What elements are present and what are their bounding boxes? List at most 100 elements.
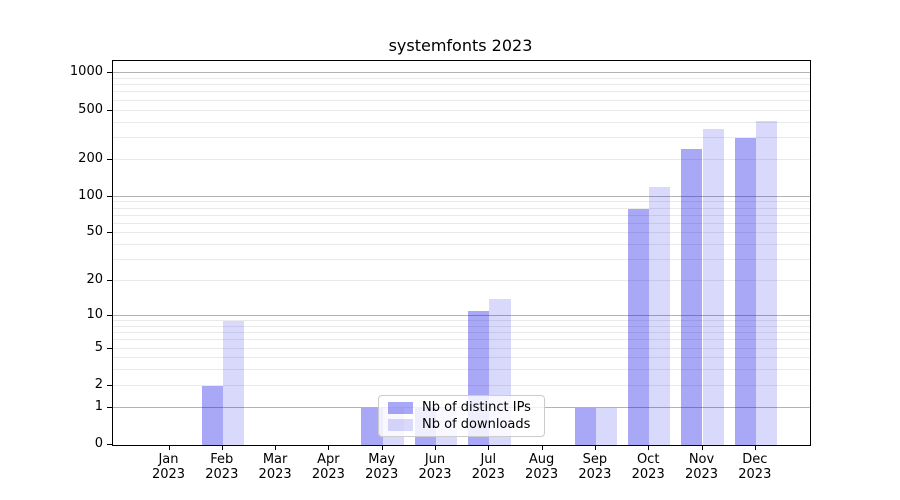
x-tick-year: 2023: [738, 467, 772, 482]
y-tick-mark: [107, 232, 112, 234]
y-tick-label: 5: [94, 339, 103, 355]
x-tick-mark: [701, 445, 703, 450]
y-tick-mark: [107, 314, 112, 316]
minor-gridline: [113, 347, 810, 349]
x-tick-year: 2023: [578, 467, 612, 482]
minor-gridline: [113, 339, 810, 341]
x-tick-month: Jun: [424, 452, 446, 467]
bar-ips-nov: [681, 148, 703, 445]
minor-gridline: [113, 109, 810, 111]
x-tick-label: Jul 2023: [462, 452, 515, 482]
minor-gridline: [113, 222, 810, 224]
legend-swatch-downloads-icon: [388, 418, 413, 431]
minor-gridline: [113, 91, 810, 93]
x-tick-month: Aug: [528, 452, 555, 467]
x-tick-month: Jul: [480, 452, 497, 467]
y-tick-mark: [107, 195, 112, 197]
legend-label-distinct-ips: Nb of distinct IPs: [422, 400, 531, 415]
minor-gridline: [113, 77, 810, 79]
minor-gridline: [113, 232, 810, 234]
x-tick-mark: [488, 445, 490, 450]
minor-gridline: [113, 201, 810, 203]
x-tick-mark: [168, 445, 170, 450]
bar-ips-dec: [734, 137, 756, 445]
x-tick-year: 2023: [311, 467, 345, 482]
y-tick-mark: [107, 158, 112, 160]
x-tick-month: Sep: [582, 452, 608, 467]
x-tick-label: Nov 2023: [675, 452, 728, 482]
minor-gridline: [113, 332, 810, 334]
bar-downloads-dec: [755, 120, 778, 445]
y-tick-label: 1: [94, 398, 103, 414]
minor-gridline: [113, 136, 810, 138]
x-tick-mark: [275, 445, 277, 450]
minor-gridline: [113, 99, 810, 101]
minor-gridline: [113, 244, 810, 246]
x-tick-mark: [435, 445, 436, 450]
bar-ips-may: [361, 407, 383, 445]
minor-gridline: [113, 325, 810, 327]
minor-gridline: [113, 158, 810, 160]
x-tick-year: 2023: [525, 467, 559, 482]
x-tick-month: Feb: [210, 452, 234, 467]
y-tick-label: 500: [78, 101, 103, 117]
x-tick-label: Dec 2023: [728, 452, 781, 482]
x-tick-month: Jan: [158, 452, 179, 467]
x-tick-month: Oct: [636, 452, 660, 467]
x-tick-mark: [541, 445, 543, 450]
x-tick-month: Mar: [262, 452, 288, 467]
major-gridline: [113, 315, 810, 316]
x-tick-mark: [328, 445, 330, 450]
y-tick-label: 2: [94, 376, 103, 392]
minor-gridline: [113, 320, 810, 322]
bar-ips-feb: [201, 385, 223, 445]
x-tick-label: Feb 2023: [195, 452, 248, 482]
y-tick-mark: [107, 72, 112, 74]
y-tick-mark: [107, 384, 112, 386]
minor-gridline: [113, 214, 810, 216]
x-tick-label: Apr 2023: [302, 452, 355, 482]
legend-label-downloads: Nb of downloads: [422, 417, 531, 432]
major-gridline: [113, 72, 810, 74]
minor-gridline: [113, 121, 810, 123]
bar-downloads-oct: [649, 187, 671, 445]
y-tick-label: 20: [86, 272, 103, 288]
plot-area: [112, 60, 811, 446]
minor-gridline: [113, 384, 810, 386]
y-tick-mark: [107, 280, 112, 282]
x-tick-year: 2023: [684, 467, 719, 482]
y-tick-label: 200: [78, 150, 103, 166]
minor-gridline: [113, 357, 810, 359]
x-tick-label: Jun 2023: [409, 452, 462, 482]
y-tick-mark: [107, 109, 112, 111]
x-tick-year: 2023: [365, 467, 399, 482]
bar-ips-oct: [627, 208, 650, 445]
legend-row-distinct-ips: Nb of distinct IPs: [388, 400, 536, 415]
y-tick-label: 1000: [69, 64, 103, 80]
x-tick-month: Apr: [317, 452, 340, 467]
bar-ips-sep: [574, 407, 596, 445]
bar-downloads-sep: [595, 407, 618, 445]
minor-gridline: [113, 84, 810, 86]
x-tick-label: Jan 2023: [142, 452, 195, 482]
y-tick-label: 0: [94, 436, 103, 451]
major-gridline: [113, 195, 810, 197]
x-tick-year: 2023: [631, 467, 665, 482]
x-tick-year: 2023: [151, 467, 186, 482]
x-tick-label: Oct 2023: [622, 452, 675, 482]
bar-downloads-feb: [222, 321, 245, 445]
minor-gridline: [113, 280, 810, 282]
x-tick-year: 2023: [418, 467, 452, 482]
bar-downloads-nov: [702, 128, 724, 445]
y-tick-mark: [107, 347, 112, 349]
x-tick-year: 2023: [205, 467, 239, 482]
x-tick-mark: [594, 445, 596, 450]
chart-legend: Nb of distinct IPs Nb of downloads: [378, 395, 545, 437]
x-tick-mark: [221, 445, 223, 450]
minor-gridline: [113, 207, 810, 209]
y-tick-label: 50: [86, 224, 103, 240]
x-tick-month: Nov: [688, 452, 715, 467]
x-tick-mark: [754, 445, 756, 450]
y-tick-mark: [107, 444, 112, 445]
